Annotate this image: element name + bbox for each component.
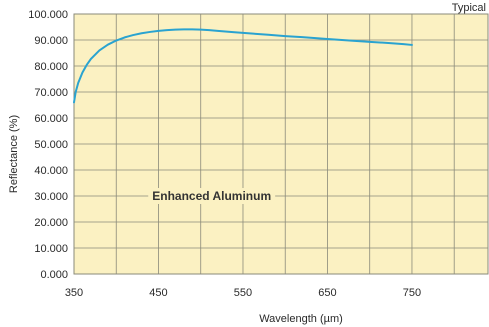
annotation-enhanced-aluminum: Enhanced Aluminum xyxy=(152,189,271,203)
y-tick-labels: 0.000 10.000 20.000 30.000 40.000 50.000 60.00… xyxy=(28,9,68,281)
corner-label-typical: Typical xyxy=(452,2,486,14)
x-axis-title: Wavelength (µm) xyxy=(259,313,343,325)
y-tick-label-40: 40.000 xyxy=(34,165,68,177)
y-tick-label-0: 0.000 xyxy=(40,269,68,281)
y-tick-label-20: 20.000 xyxy=(34,217,68,229)
y-axis-title: Reflectance (%) xyxy=(8,115,20,193)
x-tick-label-650: 650 xyxy=(318,287,336,299)
grid-lines xyxy=(73,13,489,275)
y-tick-label-10: 10.000 xyxy=(34,243,68,255)
x-tick-label-350: 350 xyxy=(65,287,83,299)
y-tick-label-60: 60.000 xyxy=(34,113,68,125)
y-tick-label-100: 100.000 xyxy=(28,9,68,21)
annotation-group: Enhanced Aluminum xyxy=(148,188,276,204)
y-tick-label-70: 70.000 xyxy=(34,87,68,99)
x-tick-label-550: 550 xyxy=(234,287,252,299)
x-tick-label-450: 450 xyxy=(149,287,167,299)
y-tick-label-50: 50.000 xyxy=(34,139,68,151)
x-tick-label-750: 750 xyxy=(403,287,421,299)
series-line-enhanced-aluminum xyxy=(73,28,413,104)
x-tick-labels: 350 450 550 650 750 xyxy=(65,287,421,299)
annotation-background xyxy=(148,188,276,204)
y-tick-label-90: 90.000 xyxy=(34,35,68,47)
y-tick-label-80: 80.000 xyxy=(34,61,68,73)
plot-border xyxy=(73,13,489,275)
y-tick-label-30: 30.000 xyxy=(34,191,68,203)
